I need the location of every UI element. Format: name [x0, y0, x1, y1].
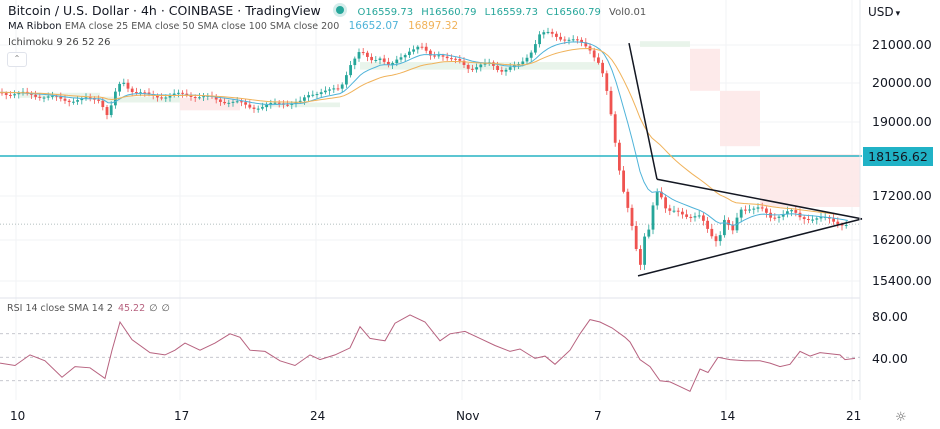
ichimoku-cloud — [20, 41, 860, 207]
price-axis-label: 20000.00 — [872, 75, 932, 90]
close-value: C16560.79 — [546, 7, 601, 18]
trendline-triangle-lower — [637, 218, 863, 277]
rsi-bands — [0, 333, 860, 382]
time-axis-label: 24 — [310, 409, 326, 423]
price-axis-label: 19000.00 — [872, 114, 932, 129]
ma-ribbon-params: EMA close 25 EMA close 50 SMA close 100 … — [64, 21, 340, 32]
collapse-legend-button[interactable]: ⌃ — [7, 52, 27, 67]
price-axis-label: 17200.00 — [872, 188, 932, 203]
high-value: H16560.79 — [421, 7, 477, 18]
ma-ribbon-value-2: 16897.32 — [408, 20, 459, 32]
chart-header: Bitcoin / U.S. Dollar · 4h · COINBASE · … — [8, 3, 646, 18]
ichimoku-legend[interactable]: Ichimoku 9 26 52 26 — [8, 36, 111, 48]
rsi-label: RSI 14 close SMA 14 2 — [7, 303, 113, 314]
trendline-triangle-upper — [656, 178, 863, 220]
symbol-title[interactable]: Bitcoin / U.S. Dollar · 4h · COINBASE · … — [8, 3, 321, 18]
settings-icon[interactable]: ☼ — [895, 410, 907, 425]
candlesticks — [0, 27, 848, 271]
ema-25-line — [0, 41, 849, 226]
level-price-tag: 18156.62 — [863, 147, 933, 166]
time-axis-label: 21 — [846, 409, 862, 423]
open-value: O16559.73 — [357, 7, 414, 18]
ohlc-values: O16559.73 H16560.79 L16559.73 C16560.79 — [357, 7, 609, 18]
time-axis-label: 10 — [10, 409, 26, 423]
ichimoku-label: Ichimoku 9 26 52 26 — [8, 37, 111, 48]
ma-ribbon-legend[interactable]: MA Ribbon EMA close 25 EMA close 50 SMA … — [8, 20, 458, 32]
rsi-extra-1: ∅ — [149, 303, 158, 314]
rsi-axis-label-40: 40.00 — [872, 351, 908, 366]
time-axis-label: 7 — [594, 409, 602, 423]
time-axis-label: 14 — [720, 409, 736, 423]
ma-ribbon-value-1: 16652.07 — [348, 20, 399, 32]
market-status-icon — [336, 6, 345, 14]
ema-50-line — [0, 47, 849, 217]
time-axis-label: 17 — [174, 409, 190, 423]
rsi-legend[interactable]: RSI 14 close SMA 14 2 45.22 ∅ ∅ — [7, 303, 170, 314]
grid-lines — [0, 0, 860, 400]
chevron-down-icon: ▾ — [895, 9, 901, 19]
rsi-value: 45.22 — [117, 303, 146, 314]
trendlines[interactable] — [628, 42, 863, 277]
rsi-line — [0, 314, 856, 392]
price-axis-label: 15400.00 — [872, 273, 932, 288]
rsi-axis-label-80: 80.00 — [872, 309, 908, 324]
time-axis-label: Nov — [456, 409, 480, 423]
trendline-descending-impulse — [628, 42, 658, 180]
ma-ribbon-label: MA Ribbon — [8, 21, 62, 32]
price-axis-label: 21000.00 — [872, 37, 932, 52]
price-axis-label: 16200.00 — [872, 232, 932, 247]
volume-value: Vol0.01 — [609, 7, 647, 18]
currency-selector[interactable]: USD ▾ — [868, 5, 900, 19]
rsi-extra-2: ∅ — [161, 303, 170, 314]
low-value: L16559.73 — [484, 7, 538, 18]
currency-label: USD — [868, 5, 894, 19]
